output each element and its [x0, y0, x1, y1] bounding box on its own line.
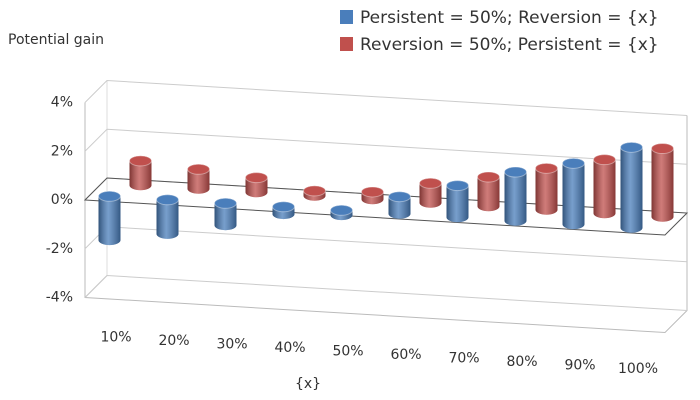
x-tick-label: 10%: [100, 329, 131, 345]
bar-shade: [651, 143, 674, 222]
grid-line: [84, 128, 688, 165]
x-axis-title: {x}: [295, 376, 321, 392]
x-tick-label: 70%: [448, 350, 479, 366]
bar-cap: [388, 191, 411, 203]
y-tick-label: -4%: [46, 290, 73, 306]
bar-shade: [156, 194, 179, 239]
x-tick-label: 30%: [216, 336, 247, 352]
grid-line: [84, 79, 688, 116]
bar-shade: [446, 180, 469, 223]
bar-cap: [651, 143, 674, 154]
bar-cap: [245, 172, 268, 184]
floor: [83, 177, 689, 236]
bar-cap: [535, 162, 558, 174]
bar-shade: [593, 154, 616, 219]
bar-cap: [504, 166, 527, 178]
y-tick-label: -2%: [46, 241, 73, 257]
bar-cap: [303, 185, 326, 197]
x-tick-label: 40%: [274, 340, 305, 356]
bar-cap: [214, 197, 237, 209]
bar-cap: [562, 157, 585, 169]
legend-label: Persistent = 50%; Reversion = {x}: [360, 8, 659, 28]
wall-edge: [84, 102, 688, 334]
bar-shade: [535, 163, 558, 215]
bar-shade: [98, 191, 121, 246]
x-tick-label: 80%: [506, 354, 537, 370]
bar-shade: [562, 158, 585, 230]
bar-cap: [129, 155, 152, 167]
bar-cap: [98, 190, 121, 202]
y-tick-label: 4%: [51, 95, 73, 111]
bar-cap: [361, 186, 384, 198]
x-tick-label: 50%: [332, 343, 363, 359]
bar-cap: [187, 163, 210, 175]
bar-cap: [419, 177, 442, 189]
bar-shade: [477, 172, 500, 212]
bar-shade: [504, 167, 527, 226]
legend-swatch: [340, 37, 353, 51]
bar-cap: [593, 154, 616, 166]
y-tick-label: 2%: [51, 143, 73, 159]
bar-cap: [446, 180, 469, 192]
y-axis-title: Potential gain: [8, 32, 104, 48]
grid-line: [84, 274, 688, 311]
legend-swatch: [340, 10, 353, 24]
x-tick-label: 20%: [158, 333, 189, 349]
bar-cap: [156, 194, 179, 206]
x-tick-label: 60%: [390, 347, 421, 363]
bar-cap: [620, 141, 643, 153]
bar-cap: [477, 171, 500, 183]
bar-cap: [272, 201, 295, 213]
legend-label: Reversion = 50%; Persistent = {x}: [360, 35, 659, 55]
bar-cap: [330, 204, 353, 216]
x-tick-label: 100%: [618, 361, 658, 377]
x-tick-label: 90%: [564, 357, 595, 373]
bar-shade: [620, 142, 643, 233]
y-tick-label: 0%: [51, 192, 73, 208]
